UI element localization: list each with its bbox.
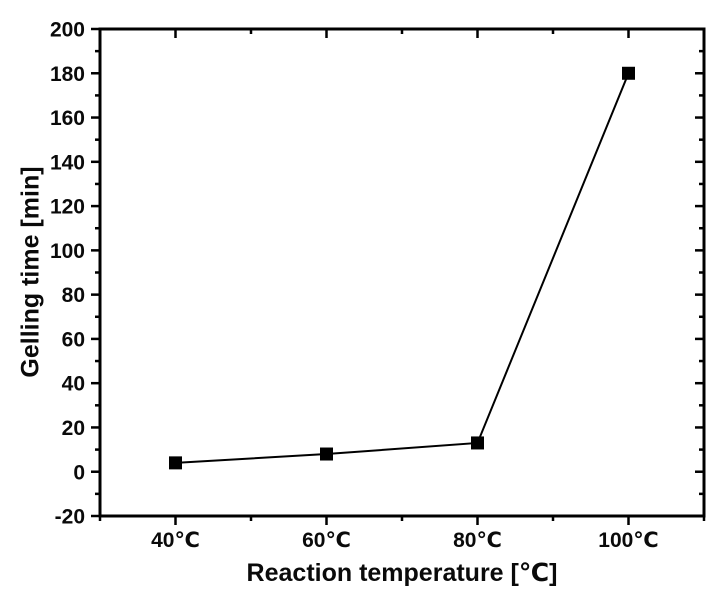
- plot-frame: [98, 27, 706, 518]
- y-tick-label: 200: [50, 19, 85, 42]
- y-tick-label: 80: [62, 284, 85, 307]
- x-tick-label: 60℃: [302, 529, 351, 552]
- data-point-marker: [622, 66, 635, 80]
- y-tick-label: 60: [62, 328, 85, 351]
- data-line: [175, 72, 630, 464]
- y-tick-label: 20: [62, 417, 85, 440]
- y-tick-label: 120: [50, 196, 85, 219]
- y-tick-label: 160: [50, 107, 85, 130]
- y-axis-title: Gelling time [min]: [16, 166, 45, 378]
- y-tick-label: 40: [62, 373, 85, 396]
- x-tick-label: 40℃: [151, 529, 200, 552]
- y-tick-label: 100: [50, 240, 85, 263]
- x-axis-title: Reaction temperature [℃]: [246, 559, 558, 587]
- x-tick-label: 100℃: [598, 529, 658, 552]
- y-tick-label: 180: [50, 63, 85, 86]
- y-tick-label: 140: [50, 151, 85, 174]
- y-tick-label: -20: [55, 506, 85, 529]
- data-point-marker: [471, 436, 484, 450]
- data-point-marker: [169, 456, 182, 470]
- y-tick-label: 0: [73, 461, 85, 484]
- data-point-marker: [320, 447, 333, 461]
- x-tick-label: 80℃: [453, 529, 502, 552]
